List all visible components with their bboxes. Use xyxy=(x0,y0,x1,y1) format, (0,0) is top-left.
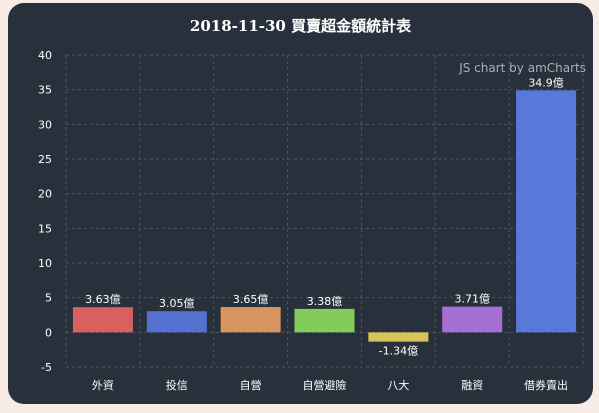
y-tick-label: 40 xyxy=(38,49,52,62)
bar xyxy=(442,306,503,333)
y-tick-label: 15 xyxy=(38,222,52,235)
bar-value-label: 3.65億 xyxy=(233,293,269,306)
bar-value-label: 34.9億 xyxy=(528,76,564,89)
bar-value-label: 3.38億 xyxy=(307,295,343,308)
bar xyxy=(368,332,429,342)
x-tick-label: 自營避險 xyxy=(303,378,347,392)
bar xyxy=(146,311,207,333)
x-tick-label: 借券賣出 xyxy=(524,378,568,392)
chart-card: 2018-11-30 買賣超金額統計表 JS chart by amCharts xyxy=(8,3,593,404)
bar xyxy=(294,308,355,333)
y-tick-label: 25 xyxy=(38,153,52,166)
bar-value-label: -1.34億 xyxy=(379,345,418,358)
bar-value-label: 3.05億 xyxy=(159,297,195,310)
chart-title: 2018-11-30 買賣超金額統計表 xyxy=(189,17,412,35)
bar-value-label: 3.71億 xyxy=(454,293,490,306)
bar xyxy=(72,307,133,333)
y-tick-label: 5 xyxy=(45,292,52,305)
amcharts-watermark[interactable]: JS chart by amCharts xyxy=(459,61,586,75)
x-tick-label: 自營 xyxy=(240,379,262,392)
x-tick-label: 外資 xyxy=(92,379,114,392)
y-tick-label: 0 xyxy=(45,326,52,339)
y-tick-label: 20 xyxy=(38,188,52,201)
bar-value-label: 3.63億 xyxy=(85,293,121,306)
y-tick-label: 10 xyxy=(38,257,52,270)
bar xyxy=(516,90,577,333)
x-tick-label: 融資 xyxy=(461,379,483,392)
y-tick-label: 30 xyxy=(38,118,52,131)
y-tick-label: -5 xyxy=(41,361,52,374)
x-tick-label: 投信 xyxy=(166,378,188,392)
bar xyxy=(220,307,281,333)
x-tick-label: 八大 xyxy=(387,378,409,392)
y-tick-label: 35 xyxy=(38,84,52,97)
